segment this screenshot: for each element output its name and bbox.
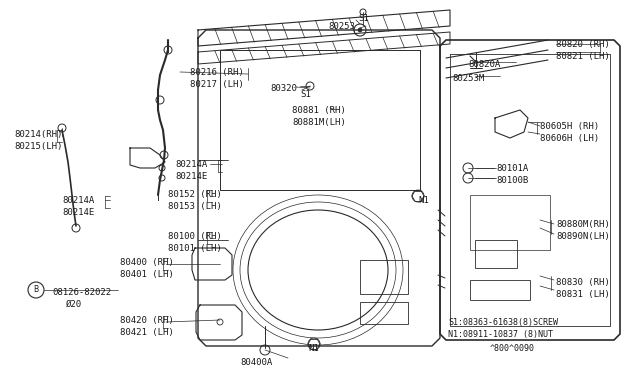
Text: 80215(LH): 80215(LH) [14,142,62,151]
Text: 80820A: 80820A [468,60,500,69]
Text: 80214A: 80214A [175,160,207,169]
Text: 80400A: 80400A [240,358,272,367]
Bar [360,260,408,294]
Text: 80152 (RH): 80152 (RH) [168,190,221,199]
Text: 80421 (LH): 80421 (LH) [120,328,173,337]
Text: N1: N1 [308,344,319,353]
Text: 80214E: 80214E [175,172,207,181]
Text: 80214E: 80214E [62,208,94,217]
Text: 80830 (RH): 80830 (RH) [556,278,610,287]
Bar [470,280,530,300]
Text: 80101A: 80101A [496,164,528,173]
Text: 80400 (RH): 80400 (RH) [120,258,173,267]
Text: 80153 (LH): 80153 (LH) [168,202,221,211]
Text: 80214(RH): 80214(RH) [14,130,62,139]
Text: 80253: 80253 [328,22,355,31]
Text: 80320: 80320 [270,84,297,93]
Text: B: B [33,285,38,295]
Text: S1:08363-61638(8)SCREW: S1:08363-61638(8)SCREW [448,318,558,327]
Text: S1: S1 [358,14,369,23]
Text: 80890N(LH): 80890N(LH) [556,232,610,241]
Text: 80216 (RH): 80216 (RH) [190,68,244,77]
Text: 80100 (RH): 80100 (RH) [168,232,221,241]
Text: N1: N1 [418,196,429,205]
Text: 80420 (RH): 80420 (RH) [120,316,173,325]
Circle shape [358,28,362,32]
Text: S1: S1 [300,90,311,99]
Text: 80606H (LH): 80606H (LH) [540,134,599,143]
Text: 80881 (RH): 80881 (RH) [292,106,346,115]
Text: N1:08911-10837 (8)NUT: N1:08911-10837 (8)NUT [448,330,553,339]
Text: 80401 (LH): 80401 (LH) [120,270,173,279]
Text: 80253M: 80253M [452,74,484,83]
Text: 08126-82022: 08126-82022 [52,288,111,297]
Text: ^800^0090: ^800^0090 [490,344,535,353]
Text: 80881M(LH): 80881M(LH) [292,118,346,127]
Text: 80831 (LH): 80831 (LH) [556,290,610,299]
Bar [360,302,408,324]
Bar [475,240,517,268]
Text: 80820 (RH): 80820 (RH) [556,40,610,49]
Text: 80880M(RH): 80880M(RH) [556,220,610,229]
Text: 80100B: 80100B [496,176,528,185]
Bar [470,195,550,250]
Text: 80821 (LH): 80821 (LH) [556,52,610,61]
Text: Ø20: Ø20 [66,300,82,309]
Text: 80101 (LH): 80101 (LH) [168,244,221,253]
Text: 80214A: 80214A [62,196,94,205]
Text: 80217 (LH): 80217 (LH) [190,80,244,89]
Text: 80605H (RH): 80605H (RH) [540,122,599,131]
